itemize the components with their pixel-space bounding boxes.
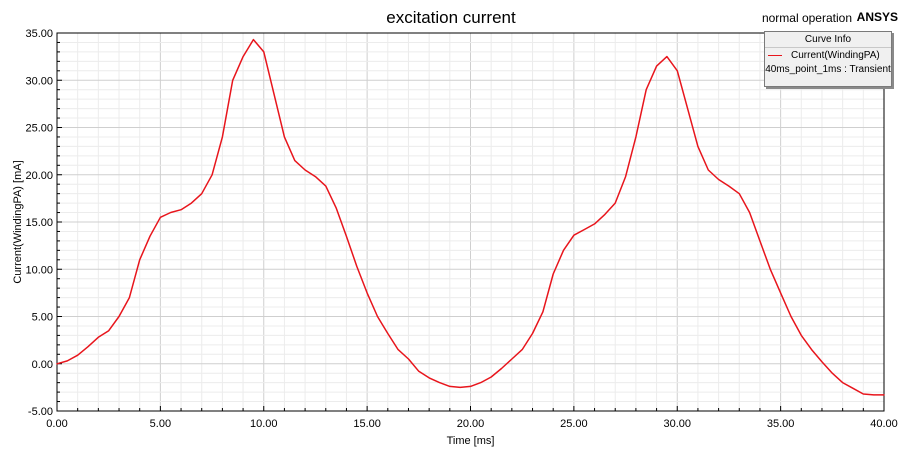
- grid: [56, 32, 885, 412]
- legend-swatch: [768, 55, 782, 56]
- x-tick-label: 25.00: [560, 418, 588, 430]
- y-tick-label: -5.00: [28, 406, 53, 418]
- y-tick-label: 35.00: [25, 28, 53, 40]
- ticks: 0.00 5.00 10.00 15.00 20.00 25.00 30.00 35.00 40…: [25, 28, 897, 430]
- x-tick-label: 30.00: [663, 418, 691, 430]
- legend-title: Curve Info: [765, 32, 891, 48]
- chart-title: excitation current: [386, 8, 516, 27]
- legend-entry-detail: 40ms_point_1ms : Transient: [765, 64, 891, 75]
- x-tick-label: 0.00: [46, 418, 67, 430]
- y-tick-label: 15.00: [25, 217, 53, 229]
- y-tick-label: 25.00: [25, 123, 53, 135]
- chart-subtitle: normal operation: [761, 11, 852, 25]
- y-tick-label: 0.00: [32, 359, 53, 371]
- x-axis-label: Time [ms]: [447, 435, 495, 447]
- y-tick-label: 5.00: [32, 312, 53, 324]
- series-line-current-windingpa: [56, 38, 885, 396]
- y-axis-label: Current(WindingPA) [mA]: [12, 160, 24, 283]
- x-tick-label: 35.00: [767, 418, 795, 430]
- x-tick-label: 40.00: [870, 418, 898, 430]
- series-layer: [56, 38, 885, 396]
- x-tick-label: 15.00: [353, 418, 381, 430]
- x-tick-label: 5.00: [150, 418, 171, 430]
- brand-logo: ANSYS: [856, 10, 898, 24]
- y-tick-label: 10.00: [25, 264, 53, 276]
- legend-entry-name: Current(WindingPA): [791, 50, 880, 61]
- legend[interactable]: Curve Info Current(WindingPA) 40ms_point…: [764, 31, 892, 87]
- x-tick-label: 20.00: [457, 418, 485, 430]
- x-tick-label: 10.00: [250, 418, 278, 430]
- y-tick-label: 30.00: [25, 75, 53, 87]
- legend-entry[interactable]: Current(WindingPA): [765, 48, 891, 63]
- y-tick-label: 20.00: [25, 170, 53, 182]
